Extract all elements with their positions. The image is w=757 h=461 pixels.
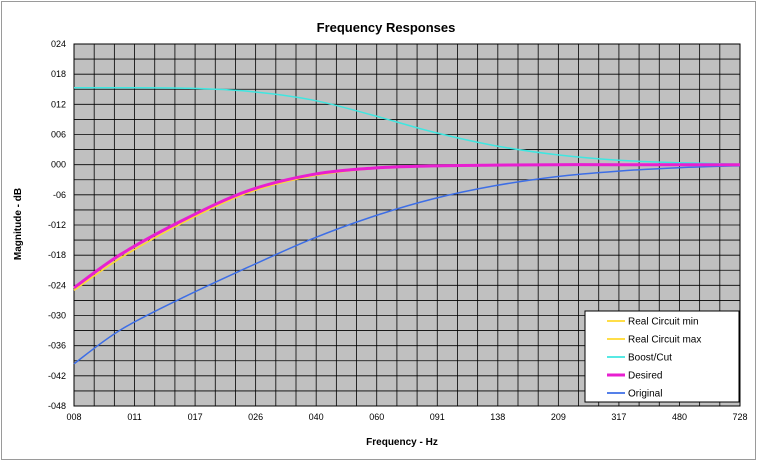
y-tick-label: -024: [48, 280, 66, 290]
x-tick-label: 317: [611, 412, 626, 422]
y-tick-label: -018: [48, 250, 66, 260]
x-tick-label: 728: [732, 412, 747, 422]
y-tick-label: -048: [48, 401, 66, 411]
y-tick-label: 012: [51, 99, 66, 109]
y-axis-title: Magnitude - dB: [13, 188, 24, 260]
x-tick-label: 480: [672, 412, 687, 422]
x-tick-label: 008: [66, 412, 81, 422]
x-tick-label: 011: [127, 412, 141, 422]
x-tick-label: 209: [551, 412, 566, 422]
x-tick-label: 091: [430, 412, 445, 422]
legend: Real Circuit min Real Circuit max Boost/Cu…: [584, 310, 740, 403]
series-line-boost-cut: [73, 86, 741, 165]
plot-area: [73, 43, 741, 407]
x-tick-label: 060: [369, 412, 384, 422]
series-line-desired: [73, 163, 740, 290]
legend-label: Desired: [628, 371, 662, 382]
x-tick-label: 040: [309, 412, 324, 422]
y-tick-label: -042: [48, 371, 66, 381]
legend-label: Boost/Cut: [628, 353, 672, 364]
y-tick-label: 000: [51, 160, 66, 170]
series-line-original: [73, 164, 741, 365]
x-tick-label: 026: [248, 412, 263, 422]
legend-label: Original: [628, 389, 662, 400]
series-layer: [73, 86, 741, 365]
y-tick-label: 018: [51, 69, 66, 79]
legend-label: Real Circuit max: [628, 335, 701, 346]
x-axis-title: Frequency - Hz: [366, 437, 438, 448]
x-axis-ticks: 008 011 017 026 040 060 091 138 209 317 480 728: [66, 412, 747, 422]
legend-label: Real Circuit min: [628, 317, 699, 328]
y-tick-label: 006: [51, 130, 66, 140]
y-tick-label: -030: [48, 311, 66, 321]
y-axis-ticks: 024 018 012 006 000 -06 -012 -018 -024 -030 -036 -0…: [48, 39, 66, 411]
x-tick-label: 017: [188, 412, 203, 422]
x-tick-label: 138: [490, 412, 505, 422]
y-tick-label: -012: [48, 220, 66, 230]
y-tick-label: -06: [53, 190, 66, 200]
y-tick-label: -036: [48, 341, 66, 351]
chart-title: Frequency Responses: [317, 20, 456, 35]
y-tick-label: 024: [51, 39, 66, 49]
